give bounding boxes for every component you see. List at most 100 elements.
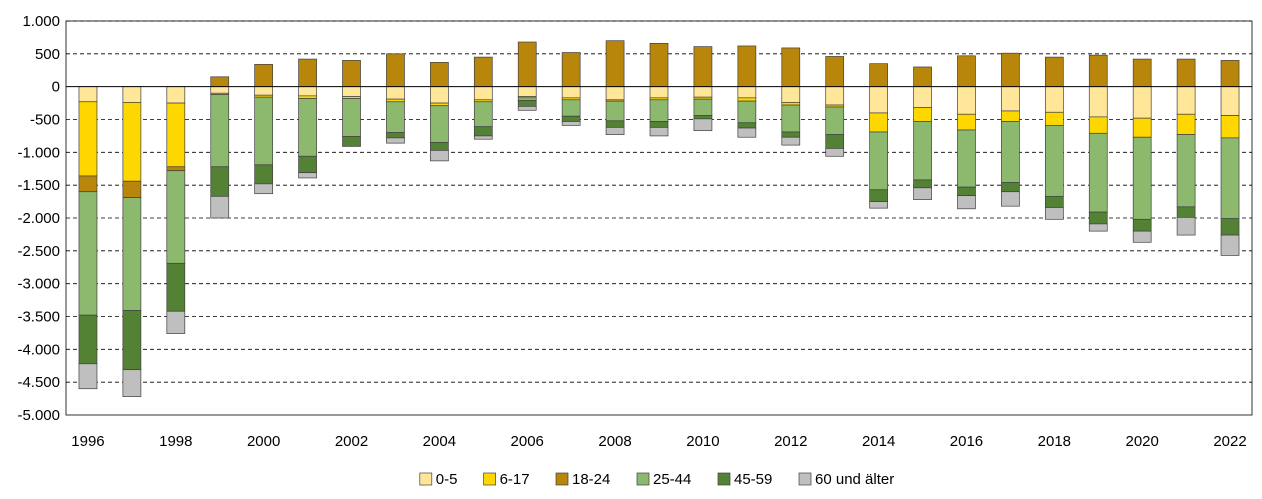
bar-segment — [1088, 223, 1108, 232]
bar-segment — [122, 102, 142, 182]
bar-segment — [1220, 86, 1240, 116]
bar-segment — [649, 42, 669, 88]
bar-segment — [605, 86, 625, 101]
bar-segment — [166, 170, 186, 264]
bar-segment — [1001, 121, 1020, 183]
bar-segment — [386, 137, 405, 144]
bar-segment — [1088, 211, 1108, 225]
bar-segment — [473, 135, 493, 140]
y-tick-label: -4.500 — [17, 374, 60, 391]
bar-segment — [298, 172, 317, 179]
x-tick-label: 2008 — [598, 433, 631, 450]
bar-segment — [605, 120, 625, 128]
bar-segment — [122, 180, 142, 198]
x-tick-label: 2014 — [862, 433, 895, 450]
bar-segment — [166, 86, 186, 104]
bar-segment — [1044, 56, 1064, 88]
bar-segment — [298, 95, 317, 99]
bar-segment — [254, 86, 274, 96]
legend-swatch — [636, 472, 650, 486]
bar-segment — [1044, 86, 1064, 113]
bar-segment — [122, 369, 142, 397]
legend-swatch — [717, 472, 731, 486]
bar-segment — [1220, 115, 1240, 139]
bar-segment — [825, 134, 845, 149]
bar-segment — [386, 53, 405, 88]
x-tick-label: 2016 — [950, 433, 983, 450]
bar-segment — [1044, 195, 1064, 208]
bar-segment — [78, 314, 98, 365]
bar-segment — [430, 150, 449, 162]
bar-segment — [254, 183, 274, 195]
y-tick-label: -3.000 — [17, 276, 60, 293]
bar-segment — [605, 40, 625, 88]
bar-segment — [78, 191, 98, 316]
bar-segment — [78, 175, 98, 193]
legend-swatch — [555, 472, 569, 486]
bar-segment — [342, 98, 361, 137]
bar-segment — [1044, 111, 1064, 126]
bar-segment — [298, 155, 317, 174]
bar-segment — [1132, 86, 1152, 119]
bar-segment — [1001, 182, 1020, 193]
bar-segment — [957, 55, 976, 88]
bar-segment — [913, 86, 932, 109]
y-tick-label: -2.500 — [17, 243, 60, 260]
bar-segment — [210, 86, 230, 94]
legend-label: 25-44 — [653, 471, 691, 488]
x-tick-label: 2010 — [686, 433, 719, 450]
bar-segment — [342, 86, 361, 97]
bar-segment — [913, 66, 932, 88]
bar-segment — [1132, 117, 1152, 138]
bar-segment — [693, 118, 713, 132]
bar-segment — [1001, 52, 1020, 88]
bar-segment — [1176, 216, 1196, 236]
bar-segment — [737, 86, 757, 99]
legend-label: 60 und älter — [815, 471, 894, 488]
bar-segment — [649, 127, 669, 137]
bar-segment — [649, 86, 669, 99]
y-tick-label: -4.000 — [17, 341, 60, 358]
bar-segment — [693, 115, 713, 120]
legend-label: 18-24 — [572, 471, 610, 488]
bar-segment — [649, 99, 669, 122]
bar-segment — [913, 187, 932, 200]
bar-segment — [913, 107, 932, 122]
bar-segment — [869, 112, 888, 133]
legend-swatch — [483, 472, 496, 486]
bar-segment — [561, 121, 581, 126]
bar-segment — [1001, 110, 1020, 122]
bar-segment — [781, 86, 801, 103]
bar-segment — [1176, 134, 1196, 208]
bar-segment — [122, 310, 142, 371]
bar-segment — [1220, 137, 1240, 220]
bar-segment — [869, 86, 888, 114]
bar-segment — [561, 52, 581, 88]
legend-label: 0-5 — [436, 471, 458, 488]
bar-segment — [430, 142, 449, 151]
x-tick-label: 2004 — [423, 433, 456, 450]
y-tick-label: -5.000 — [17, 407, 60, 424]
bar-segment — [517, 97, 537, 101]
x-tick-label: 2012 — [774, 433, 807, 450]
bar-segment — [210, 166, 230, 197]
bar-segment — [122, 197, 142, 311]
bar-segment — [342, 136, 361, 147]
bar-segment — [298, 86, 317, 97]
bar-segment — [737, 97, 757, 102]
bar-segment — [957, 186, 976, 197]
bar-segment — [122, 86, 142, 103]
bar-segment — [825, 106, 845, 135]
bar-segment — [781, 136, 801, 146]
bar-segment — [1176, 206, 1196, 218]
bar-segment — [298, 98, 317, 157]
bar-segment — [1176, 113, 1196, 135]
bar-segment — [1132, 218, 1152, 232]
bar-segment — [1220, 60, 1240, 88]
bar-segment — [386, 132, 405, 139]
bar-segment — [561, 86, 581, 99]
x-tick-label: 2006 — [511, 433, 544, 450]
bar-segment — [781, 102, 801, 106]
legend-swatch — [419, 472, 433, 486]
